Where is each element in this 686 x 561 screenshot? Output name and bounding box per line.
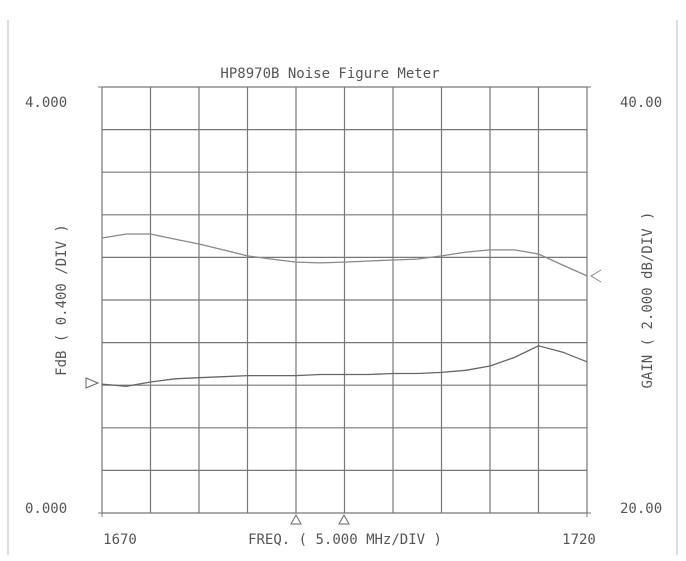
chart-title: HP8970B Noise Figure Meter (220, 66, 439, 82)
x-axis-label: FREQ. ( 5.000 MHz/DIV ) (248, 532, 442, 548)
marker (590, 269, 602, 283)
marker (85, 377, 100, 389)
y-axis-label: FdB ( 0.400 /DIV ) (54, 224, 70, 376)
marker (290, 513, 302, 525)
y-tick-label: 4.000 (25, 95, 67, 111)
y-tick-label: 0.000 (25, 501, 67, 517)
series-line (101, 233, 588, 277)
x-tick-label: 1720 (562, 532, 596, 548)
marker (338, 513, 350, 525)
y2-axis-label: GAIN ( 2.000 dB/DIV ) (640, 211, 656, 388)
y2-tick-label: 20.00 (620, 501, 662, 517)
x-tick-label: 1670 (103, 532, 137, 548)
y2-tick-label: 40.00 (620, 95, 662, 111)
series-line (101, 345, 588, 387)
